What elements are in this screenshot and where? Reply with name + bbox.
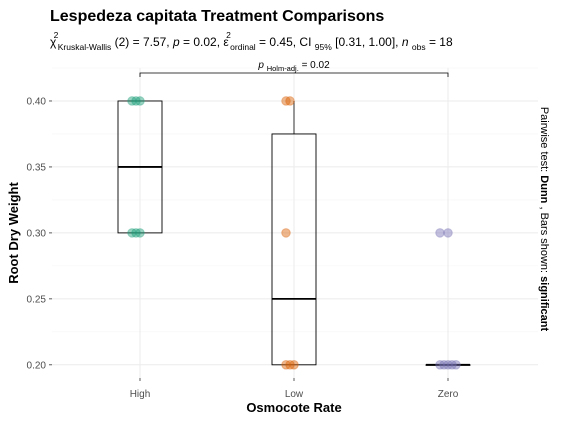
data-point <box>135 96 145 106</box>
data-point <box>443 360 453 370</box>
y-axis-ticks: 0.20 0.25 0.30 0.35 0.40 <box>27 96 52 371</box>
data-point <box>131 96 141 106</box>
box-low <box>271 133 317 366</box>
y-axis-title: Root Dry Weight <box>6 182 21 284</box>
x-axis-ticks: High Low Zero <box>130 378 459 400</box>
comparison-bracket <box>139 72 449 77</box>
data-points <box>127 96 461 370</box>
data-point <box>285 360 295 370</box>
chart-subtitle: χ 2 Kruskal-Wallis (2) = 7.57, p = 0.02,… <box>50 27 453 53</box>
y-tick-label: 0.20 <box>27 360 47 371</box>
data-point <box>435 360 445 370</box>
data-point <box>127 228 137 238</box>
data-point <box>135 228 145 238</box>
x-tick-label: Zero <box>438 389 459 400</box>
chart-caption: Pairwise test: Dunn , Bars shown: signif… <box>538 107 550 332</box>
data-point <box>289 360 299 370</box>
x-tick-label: High <box>130 389 151 400</box>
outlier-point <box>443 228 453 238</box>
data-point <box>281 228 291 238</box>
comparison-label: p Holm-adj. = 0.02 <box>257 60 330 74</box>
data-point <box>439 360 449 370</box>
data-point <box>451 360 461 370</box>
x-tick-label: Low <box>285 389 304 400</box>
data-point <box>285 96 295 106</box>
y-tick-label: 0.40 <box>27 96 47 107</box>
y-tick-label: 0.35 <box>27 162 47 173</box>
x-axis-title: Osmocote Rate <box>246 400 341 415</box>
bracket-line <box>139 72 449 77</box>
data-point <box>281 360 291 370</box>
data-point <box>281 96 291 106</box>
y-tick-label: 0.25 <box>27 294 47 305</box>
data-point <box>447 360 457 370</box>
data-point <box>127 96 137 106</box>
data-point <box>131 228 141 238</box>
boxplots <box>117 100 471 366</box>
chart-title: Lespedeza capitata Treatment Comparisons <box>50 8 384 25</box>
data-point <box>435 228 445 238</box>
y-tick-label: 0.30 <box>27 228 47 239</box>
